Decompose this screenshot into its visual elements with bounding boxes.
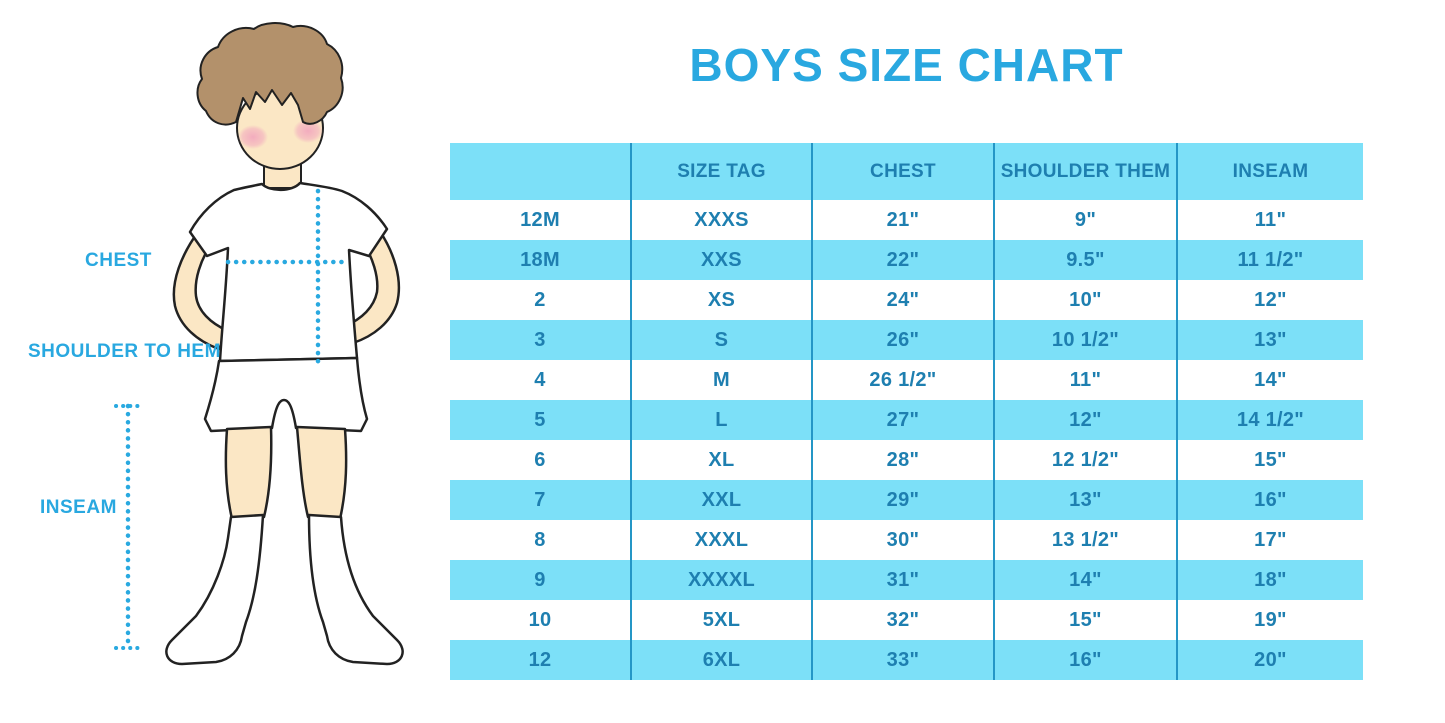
table-cell: 12": [995, 400, 1178, 440]
table-cell: 20": [1178, 640, 1363, 680]
table-cell: 24": [813, 280, 995, 320]
table-cell: 33": [813, 640, 995, 680]
table-cell: 16": [995, 640, 1178, 680]
table-cell: XS: [632, 280, 813, 320]
table-cell: XXXXL: [632, 560, 813, 600]
table-cell: 31": [813, 560, 995, 600]
table-cell: XXXS: [632, 200, 813, 240]
table-cell: 18M: [450, 240, 632, 280]
table-cell: XL: [632, 440, 813, 480]
chest-label: CHEST: [85, 250, 152, 271]
table-cell: 9": [995, 200, 1178, 240]
hair: [196, 22, 344, 126]
header-cell-blank: [450, 143, 632, 200]
cheek-right: [293, 119, 323, 143]
page-title: BOYS SIZE CHART: [689, 39, 1124, 91]
table-cell: 5: [450, 400, 632, 440]
tshirt: [188, 181, 389, 363]
table-cell: 14": [1178, 360, 1363, 400]
table-cell: 4: [450, 360, 632, 400]
shorts: [203, 356, 369, 433]
table-cell: M: [632, 360, 813, 400]
table-cell: S: [632, 320, 813, 360]
table-cell: 7: [450, 480, 632, 520]
table-cell: XXS: [632, 240, 813, 280]
table-cell: 15": [1178, 440, 1363, 480]
table-cell: 9: [450, 560, 632, 600]
table-cell: 13 1/2": [995, 520, 1178, 560]
header-cell-size-tag: SIZE TAG: [632, 143, 813, 200]
table-cell: 12: [450, 640, 632, 680]
table-cell: 29": [813, 480, 995, 520]
socks: [165, 513, 404, 666]
table-cell: L: [632, 400, 813, 440]
table-cell: 10 1/2": [995, 320, 1178, 360]
measurement-lines: [114, 188, 348, 651]
header-cell-inseam: INSEAM: [1178, 143, 1363, 200]
table-cell: 8: [450, 520, 632, 560]
table-cell: 5XL: [632, 600, 813, 640]
table-cell: 10: [450, 600, 632, 640]
table-cell: 2: [450, 280, 632, 320]
table-cell: 15": [995, 600, 1178, 640]
legs: [224, 425, 348, 521]
table-cell: 16": [1178, 480, 1363, 520]
table-cell: 11": [1178, 200, 1363, 240]
table-cell: 3: [450, 320, 632, 360]
table-cell: 27": [813, 400, 995, 440]
table-cell: 12 1/2": [995, 440, 1178, 480]
table-cell: 12M: [450, 200, 632, 240]
table-cell: 26 1/2": [813, 360, 995, 400]
table-cell: 21": [813, 200, 995, 240]
table-cell: 13": [1178, 320, 1363, 360]
table-cell: 14 1/2": [1178, 400, 1363, 440]
table-cell: 6XL: [632, 640, 813, 680]
table-cell: 11": [995, 360, 1178, 400]
table-cell: XXXL: [632, 520, 813, 560]
table-cell: 22": [813, 240, 995, 280]
cheek-left: [238, 125, 268, 149]
table-cell: 14": [995, 560, 1178, 600]
shoulder-to-hem-label: SHOULDER TO HEM: [28, 341, 221, 362]
table-cell: 17": [1178, 520, 1363, 560]
table-cell: 13": [995, 480, 1178, 520]
table-cell: 9.5": [995, 240, 1178, 280]
table-cell: 19": [1178, 600, 1363, 640]
table-cell: 30": [813, 520, 995, 560]
boy-measurement-illustration: [114, 22, 404, 666]
table-cell: 32": [813, 600, 995, 640]
table-cell: 12": [1178, 280, 1363, 320]
table-cell: 26": [813, 320, 995, 360]
table-cell: 18": [1178, 560, 1363, 600]
table-cell: 28": [813, 440, 995, 480]
table-cell: 10": [995, 280, 1178, 320]
header-cell-shoulder-hem: SHOULDER THEM: [995, 143, 1178, 200]
size-chart-table: SIZE TAG CHEST SHOULDER THEM INSEAM 12M …: [450, 143, 1363, 680]
arms: [172, 228, 401, 351]
header-cell-chest: CHEST: [813, 143, 995, 200]
inseam-label: INSEAM: [40, 497, 117, 518]
table-cell: 6: [450, 440, 632, 480]
table-cell: 11 1/2": [1178, 240, 1363, 280]
table-cell: XXL: [632, 480, 813, 520]
